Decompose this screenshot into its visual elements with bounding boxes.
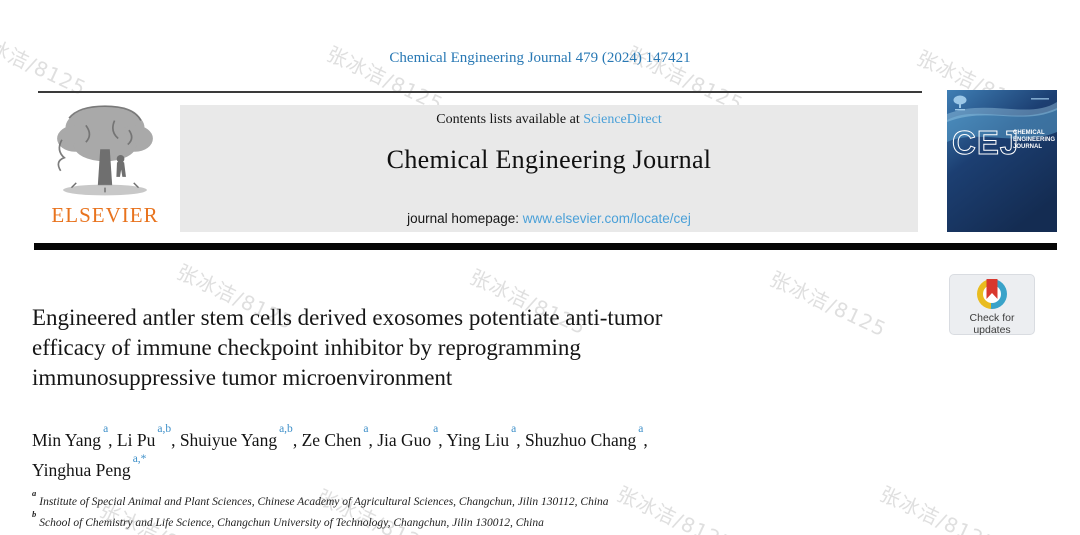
author-affil-superscript: a,b	[279, 423, 293, 435]
author-separator: ,	[171, 429, 180, 450]
author: Jia Guoa,	[377, 423, 447, 450]
author-affil-superscript: a	[511, 423, 517, 435]
author-affil-superscript: a,*	[132, 452, 147, 465]
author-affil-superscript: a	[433, 423, 439, 435]
cover-initials: CEJ	[952, 124, 1019, 161]
affiliation-marker: b	[32, 508, 37, 519]
author: Ying Liua,	[446, 423, 525, 450]
affiliation: bSchool of Chemistry and Life Science, C…	[32, 508, 992, 531]
author-separator: ,	[643, 429, 648, 450]
author-name: Yinghua Peng	[32, 459, 131, 480]
article-title-line: Engineered antler stem cells derived exo…	[32, 305, 663, 330]
check-updates-label-line: Check for	[969, 312, 1015, 324]
author-separator: ,	[292, 429, 302, 450]
journal-title: Chemical Engineering Journal	[386, 145, 712, 174]
author-name: Jia Guo	[377, 429, 432, 450]
author-affil-superscript: a	[638, 423, 644, 435]
author-affil-superscript: a	[103, 423, 109, 435]
check-updates-icon	[977, 279, 1007, 309]
elsevier-logo: ELSEVIER	[33, 99, 177, 235]
cover-subtitle-line: JOURNAL	[1013, 144, 1042, 150]
masthead-divider-bar	[34, 243, 1057, 250]
sciencedirect-link[interactable]: ScienceDirect	[583, 112, 662, 127]
journal-cover-art: CEJ CHEMICAL ENGINEERING JOURNAL	[947, 90, 1057, 232]
author-affil-superscript: a	[363, 423, 369, 435]
author: Shuzhuo Changa,	[524, 423, 648, 450]
author-name: Ze Chen	[301, 429, 362, 450]
author-name: Ying Liu	[446, 429, 510, 450]
homepage-link[interactable]: www.elsevier.com/locate/cej	[522, 211, 691, 226]
affiliation: aInstitute of Special Animal and Plant S…	[32, 488, 992, 510]
contents-prefix: Contents lists available at	[436, 112, 584, 127]
article-title-line: efficacy of immune checkpoint inhibitor …	[32, 335, 581, 360]
author: Li Pua,b,	[116, 423, 180, 450]
author: Ze Chena,	[301, 423, 378, 450]
homepage-prefix: journal homepage:	[407, 211, 523, 226]
affiliation-list: aInstitute of Special Animal and Plant S…	[32, 488, 992, 531]
author-separator: ,	[438, 429, 447, 450]
journal-cover-thumbnail: CEJ CHEMICAL ENGINEERING JOURNAL	[947, 90, 1057, 232]
journal-citation-header: Chemical Engineering Journal 479 (2024) …	[389, 50, 691, 66]
homepage-line: journal homepage: www.elsevier.com/locat…	[180, 211, 918, 226]
author-name: Shuzhuo Chang	[524, 429, 637, 450]
affiliation-marker: a	[32, 488, 37, 498]
header-rule	[38, 91, 922, 93]
author-list: Min Yanga, Li Pua,b, Shuiyue Yanga,b, Ze…	[32, 423, 932, 483]
cover-subtitle-line: ENGINEERING	[1013, 137, 1055, 143]
check-for-updates-badge[interactable]: Check for updates	[949, 274, 1035, 336]
elsevier-wordmark: ELSEVIER	[51, 203, 159, 227]
affiliation-text: School of Chemistry and Life Science, Ch…	[39, 516, 544, 529]
author-line: Yinghua Penga,*	[32, 453, 932, 483]
author: Min Yanga,	[32, 423, 117, 450]
author-separator: ,	[108, 429, 117, 450]
article-title-line: immunosuppressive tumor microenvironment	[32, 365, 453, 390]
author-name: Min Yang	[32, 429, 102, 450]
author-affil-superscript: a,b	[157, 423, 172, 435]
crossmark-bookmark-icon	[986, 279, 998, 299]
author: Shuiyue Yanga,b,	[179, 423, 302, 450]
cover-issue-mark	[1031, 98, 1049, 100]
affiliation-text: Institute of Special Animal and Plant Sc…	[39, 495, 609, 508]
author: Yinghua Penga,*	[32, 453, 146, 480]
contents-line: Contents lists available at ScienceDirec…	[180, 112, 918, 128]
author-line: Min Yanga, Li Pua,b, Shuiyue Yanga,b, Ze…	[32, 423, 932, 453]
cover-mini-tree-icon	[953, 95, 967, 111]
check-updates-label: Check for updates	[950, 312, 1034, 336]
elsevier-tree-icon	[57, 105, 153, 196]
author-name: Shuiyue Yang	[179, 429, 278, 450]
check-updates-label-line: updates	[973, 324, 1011, 336]
cover-subtitle-line: CHEMICAL	[1013, 130, 1045, 136]
author-separator: ,	[368, 429, 378, 450]
author-separator: ,	[516, 429, 525, 450]
journal-masthead-box: Contents lists available at ScienceDirec…	[180, 105, 918, 232]
article-title: Engineered antler stem cells derived exo…	[32, 303, 952, 393]
author-name: Li Pu	[116, 429, 156, 450]
